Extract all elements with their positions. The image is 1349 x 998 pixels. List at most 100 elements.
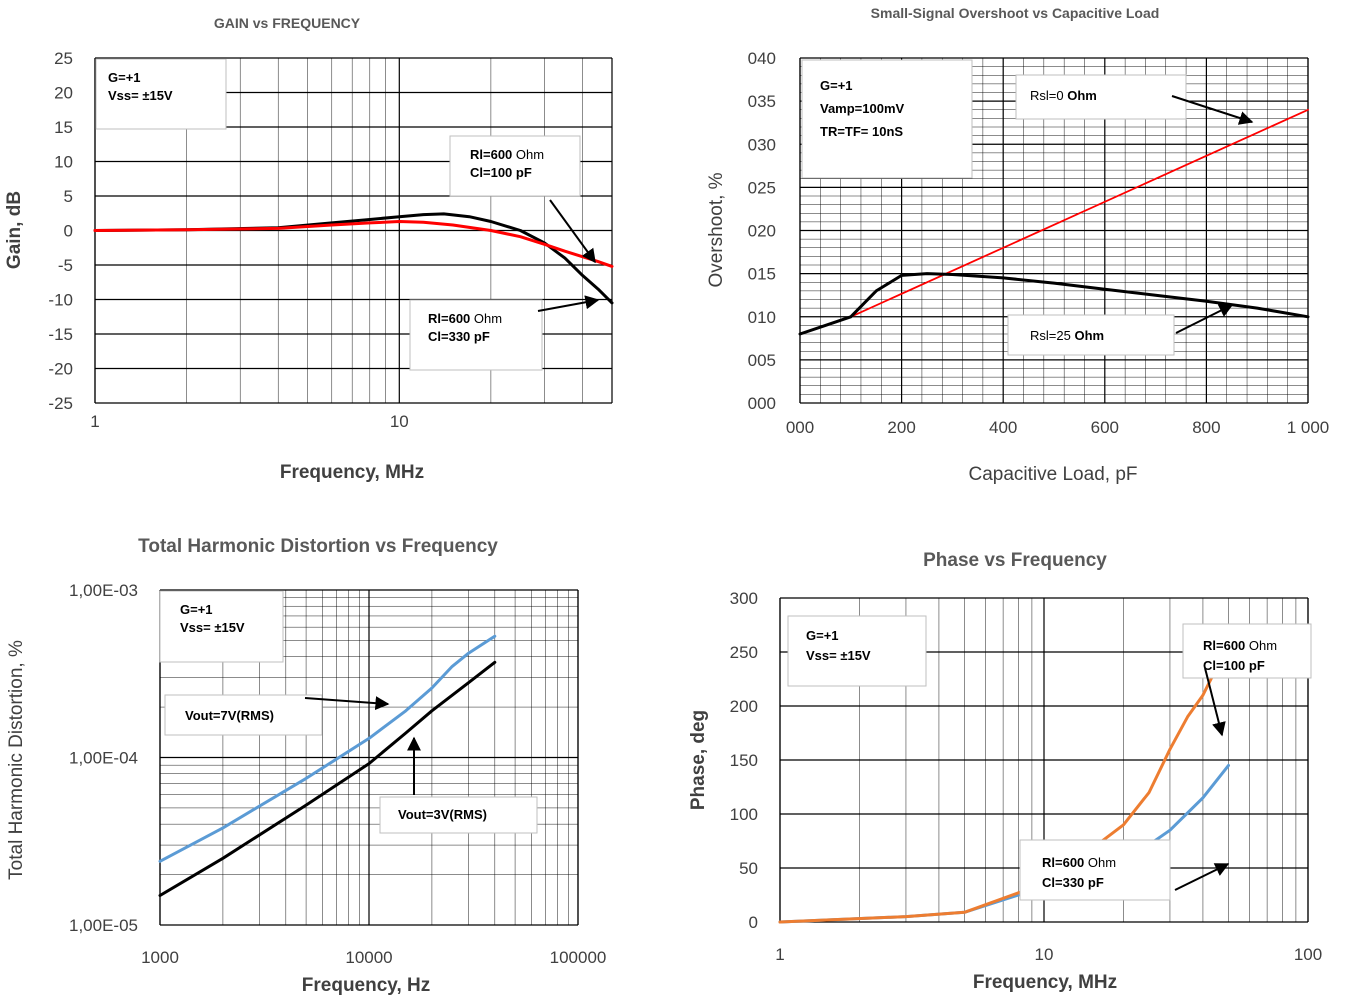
y-tick-label: 015 [748, 265, 776, 284]
annotation-box [379, 796, 538, 834]
annotation-box [1007, 314, 1175, 356]
y-tick-label: 15 [54, 118, 73, 137]
annotation-text: Cl=330 pF [428, 329, 490, 344]
annotation-box [1015, 74, 1187, 120]
chart3-title: Total Harmonic Distortion vs Frequency [138, 536, 498, 557]
y-tick-label: 0 [64, 222, 73, 241]
series-line-1 [849, 108, 1309, 318]
y-tick-label: 5 [64, 187, 73, 206]
annotation-text: Rl=600 Ohm [1042, 855, 1116, 870]
y-tick-label: -15 [48, 325, 73, 344]
annotation-text: Cl=330 pF [1042, 875, 1104, 890]
annotation-text: TR=TF= 10nS [820, 124, 903, 139]
annotation-text: Rl=600 Ohm [470, 147, 544, 162]
series-line-2 [778, 650, 1230, 924]
chart-gain-vs-frequency: GAIN vs FREQUENCY 25 20 15 10 5 0 -5 -10 -15 -20 -… [4, 15, 614, 483]
y-tick-label: 030 [748, 135, 776, 154]
series-line-2 [798, 272, 1310, 336]
x-tick-label: 400 [989, 418, 1017, 437]
y-tick-label: -25 [48, 394, 73, 413]
chart1-title: GAIN vs FREQUENCY [214, 15, 361, 31]
series-line-2 [158, 660, 497, 897]
x-tick-label: 600 [1091, 418, 1119, 437]
chart1-ticks: 25 20 15 10 5 0 -5 -10 -15 -20 -25 1 10 [48, 49, 408, 431]
x-tick-label: 200 [887, 418, 915, 437]
annotation-arrow [304, 696, 390, 711]
annotation-box [409, 299, 543, 371]
annotation-box [1019, 839, 1171, 901]
annotation-box [159, 590, 284, 663]
annotation-text: Rsl=0 Ohm [1030, 88, 1097, 103]
annotation-arrow [537, 295, 600, 312]
annotation-text: Rl=600 Ohm [428, 311, 502, 326]
x-tick-label: 10000 [345, 948, 392, 967]
y-tick-label: 20 [54, 84, 73, 103]
y-tick-label: 010 [748, 308, 776, 327]
annotation-text: Cl=100 pF [470, 165, 532, 180]
y-tick-label: 1,00E-03 [69, 581, 138, 600]
chart4-title: Phase vs Frequency [923, 550, 1107, 571]
chart3-annotations: G=+1 Vss= ±15V Vout=7V(RMS) Vout=3V(RMS) [159, 590, 538, 834]
x-tick-label: 1000 [141, 948, 179, 967]
annotation-text: G=+1 [108, 70, 141, 85]
y-tick-label: 200 [730, 697, 758, 716]
series-line-1 [93, 212, 614, 305]
chart1-y-axis-label: Gain, dB [4, 191, 25, 269]
y-tick-label: -20 [48, 360, 73, 379]
annotation-arrow [1171, 95, 1254, 125]
y-tick-label: 50 [739, 859, 758, 878]
chart3-series [158, 634, 497, 897]
series-line-2 [93, 220, 614, 268]
y-tick-label: 1,00E-05 [69, 916, 138, 935]
chart2-y-axis-label: Overshoot, % [706, 172, 727, 287]
y-tick-label: -5 [58, 256, 73, 275]
chart4-annotations: G=+1 Vss= ±15V Rl=600 Ohm Cl=100 pF Rl=600 O… [787, 615, 1312, 901]
y-tick-label: 1,00E-04 [69, 749, 138, 768]
y-tick-label: 100 [730, 805, 758, 824]
series-line-1 [158, 634, 497, 863]
annotation-box [164, 694, 323, 736]
annotation-text: Vout=3V(RMS) [398, 807, 487, 822]
annotation-box [801, 59, 973, 179]
chart3-x-axis-label: Frequency, Hz [302, 975, 430, 996]
chart4-x-axis-label: Frequency, MHz [973, 972, 1117, 993]
y-tick-label: 150 [730, 751, 758, 770]
chart2-annotations: G=+1 Vamp=100mV TR=TF= 10nS Rsl=0 Ohm Rsl=25… [801, 59, 1254, 356]
chart-phase-vs-frequency: Phase vs Frequency 0 50 100 150 200 250 300 1 10… [688, 550, 1322, 993]
chart2-title: Small-Signal Overshoot vs Capacitive Loa… [871, 5, 1160, 21]
annotation-arrow [549, 199, 596, 264]
x-tick-label: 100000 [550, 948, 607, 967]
y-tick-label: 005 [748, 351, 776, 370]
y-tick-label: -10 [48, 291, 73, 310]
chart-thd-vs-frequency: Total Harmonic Distortion vs Frequency 1… [6, 536, 606, 996]
y-tick-label: 250 [730, 643, 758, 662]
x-tick-label: 1 000 [1287, 418, 1330, 437]
annotation-text: Rl=600 Ohm [1203, 638, 1277, 653]
annotation-arrow [1175, 304, 1234, 334]
x-tick-label: 000 [786, 418, 814, 437]
x-tick-label: 10 [390, 412, 409, 431]
chart1-annotations: G=+1 Vss= ±15V Rl=600 Ohm Cl=100 pF Rl=600 O… [95, 58, 600, 371]
y-tick-label: 300 [730, 589, 758, 608]
annotation-box [787, 615, 927, 687]
chart1-series [93, 212, 614, 305]
y-tick-label: 10 [54, 153, 73, 172]
annotation-text: Vss= ±15V [108, 88, 173, 103]
x-tick-label: 800 [1192, 418, 1220, 437]
chart3-grid [159, 589, 579, 926]
x-tick-label: 1 [775, 945, 784, 964]
chart-overshoot-vs-capacitive-load: Small-Signal Overshoot vs Capacitive Loa… [706, 5, 1329, 485]
x-tick-label: 10 [1035, 945, 1054, 964]
y-tick-label: 020 [748, 222, 776, 241]
annotation-text: Rsl=25 Ohm [1030, 328, 1104, 343]
chart2-series [798, 108, 1310, 336]
chart1-x-axis-label: Frequency, MHz [280, 462, 424, 483]
chart4-ticks: 0 50 100 150 200 250 300 1 10 100 [730, 589, 1323, 964]
y-tick-label: 25 [54, 49, 73, 68]
annotation-text: Vamp=100mV [820, 101, 905, 116]
x-tick-label: 1 [90, 412, 99, 431]
annotation-text: Vss= ±15V [180, 620, 245, 635]
annotation-text: Cl=100 pF [1203, 658, 1265, 673]
